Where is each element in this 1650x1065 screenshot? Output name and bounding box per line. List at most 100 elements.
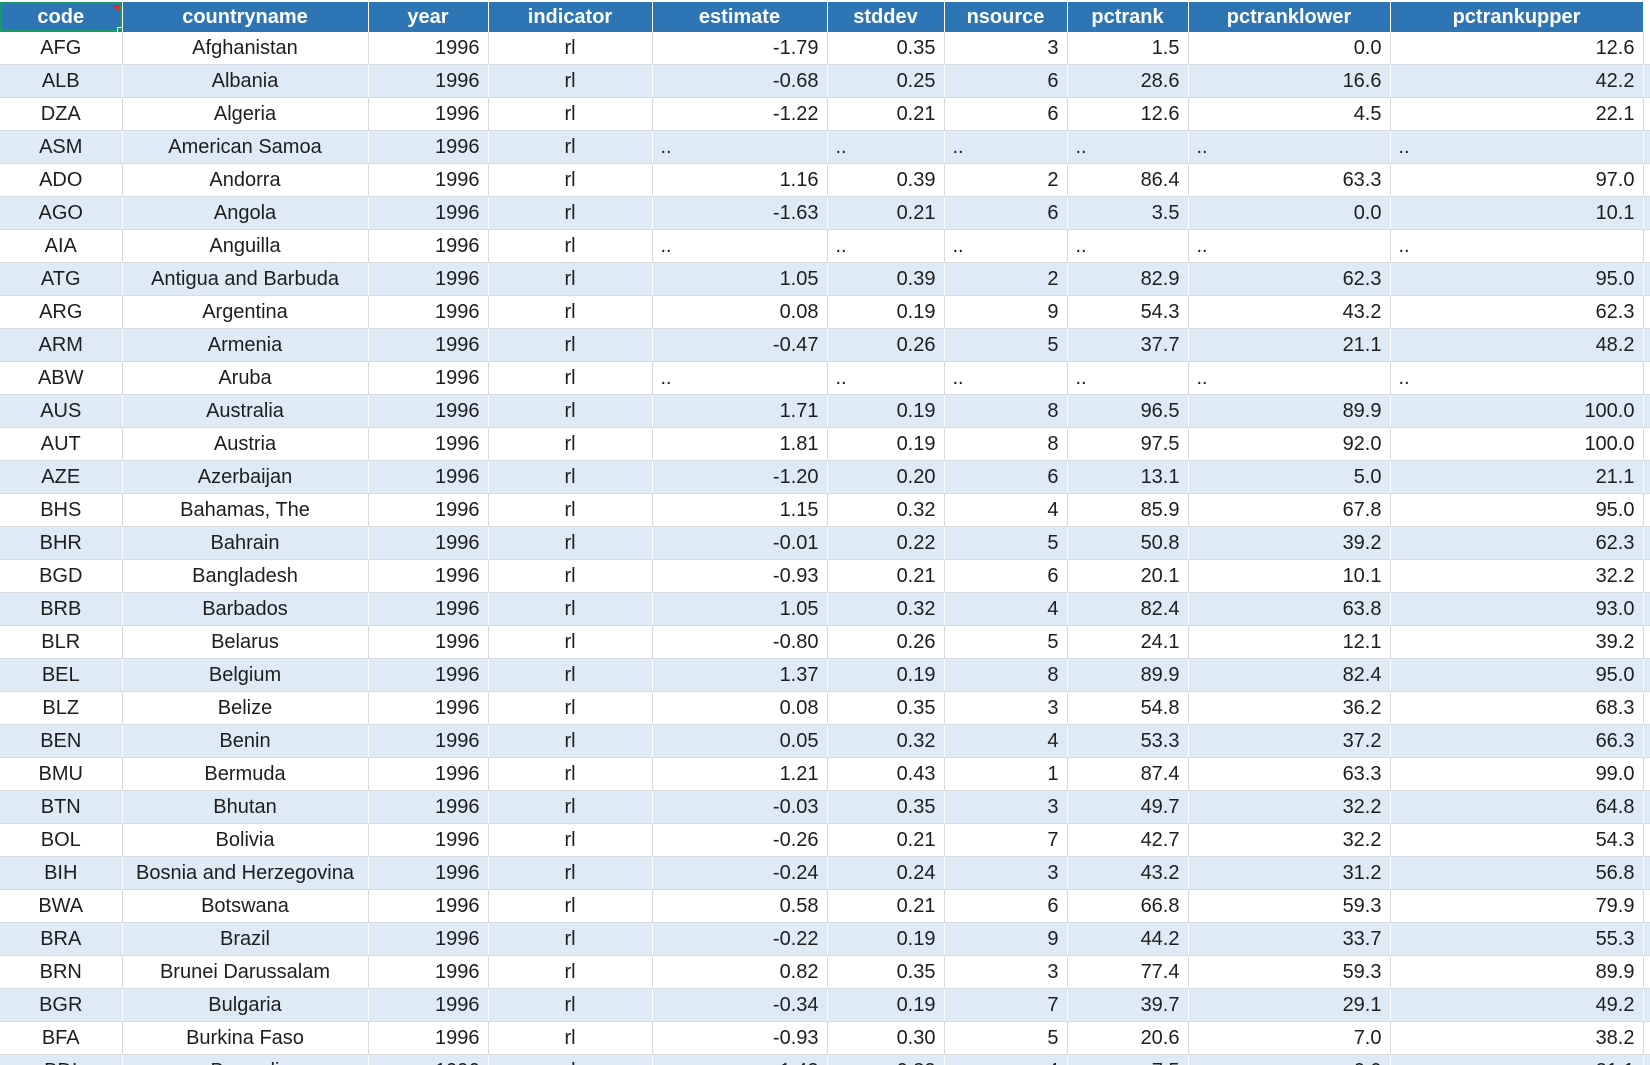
cell[interactable]: -0.26 bbox=[652, 823, 828, 857]
cell[interactable]: 1.81 bbox=[652, 427, 828, 461]
cell[interactable]: 0.32 bbox=[827, 1054, 945, 1065]
cell[interactable]: 10.1 bbox=[1188, 559, 1391, 593]
cell[interactable]: -0.34 bbox=[652, 988, 828, 1022]
cell[interactable]: rl bbox=[488, 625, 653, 659]
cell[interactable]: 0.30 bbox=[827, 1021, 945, 1055]
cell[interactable]: 29.1 bbox=[1188, 988, 1391, 1022]
cell[interactable]: 64.8 bbox=[1390, 790, 1644, 824]
cell[interactable] bbox=[1643, 922, 1650, 956]
cell[interactable]: 1996 bbox=[368, 328, 489, 362]
cell[interactable]: .. bbox=[827, 361, 945, 395]
cell[interactable]: rl bbox=[488, 790, 653, 824]
column-header-nsource[interactable]: nsource bbox=[944, 2, 1068, 32]
cell[interactable]: Andorra bbox=[122, 163, 369, 197]
cell[interactable]: 9 bbox=[944, 295, 1068, 329]
cell[interactable]: 1996 bbox=[368, 625, 489, 659]
cell[interactable]: .. bbox=[1067, 130, 1189, 164]
cell[interactable]: 1996 bbox=[368, 592, 489, 626]
cell[interactable]: 0.32 bbox=[827, 493, 945, 527]
cell[interactable]: 1996 bbox=[368, 526, 489, 560]
cell[interactable]: 1996 bbox=[368, 163, 489, 197]
cell[interactable]: rl bbox=[488, 295, 653, 329]
cell[interactable] bbox=[1643, 1054, 1650, 1065]
cell[interactable]: 0.0 bbox=[1188, 32, 1391, 65]
cell[interactable]: 0.32 bbox=[827, 724, 945, 758]
cell[interactable]: 0.26 bbox=[827, 625, 945, 659]
column-header-stddev[interactable]: stddev bbox=[827, 2, 945, 32]
cell[interactable]: 1996 bbox=[368, 460, 489, 494]
cell[interactable]: 0.58 bbox=[652, 889, 828, 923]
cell[interactable]: 6 bbox=[944, 97, 1068, 131]
cell[interactable]: 1996 bbox=[368, 394, 489, 428]
cell[interactable]: rl bbox=[488, 592, 653, 626]
cell[interactable]: 66.8 bbox=[1067, 889, 1189, 923]
cell[interactable]: 0.82 bbox=[652, 955, 828, 989]
cell[interactable] bbox=[1643, 1021, 1650, 1055]
cell[interactable]: -0.01 bbox=[652, 526, 828, 560]
cell[interactable]: rl bbox=[488, 1054, 653, 1065]
cell[interactable]: rl bbox=[488, 691, 653, 725]
cell[interactable]: rl bbox=[488, 196, 653, 230]
cell[interactable]: 1.05 bbox=[652, 592, 828, 626]
cell[interactable]: -1.79 bbox=[652, 32, 828, 65]
cell[interactable]: 0.20 bbox=[827, 460, 945, 494]
cell[interactable]: BDI bbox=[0, 1054, 123, 1065]
cell[interactable]: 1996 bbox=[368, 559, 489, 593]
cell[interactable]: rl bbox=[488, 658, 653, 692]
cell[interactable]: 6 bbox=[944, 889, 1068, 923]
cell[interactable]: rl bbox=[488, 163, 653, 197]
cell[interactable]: 32.2 bbox=[1390, 559, 1644, 593]
cell[interactable]: rl bbox=[488, 988, 653, 1022]
cell[interactable] bbox=[1643, 427, 1650, 461]
cell[interactable]: 59.3 bbox=[1188, 889, 1391, 923]
cell[interactable]: 0.43 bbox=[827, 757, 945, 791]
cell[interactable]: Aruba bbox=[122, 361, 369, 395]
cell[interactable]: rl bbox=[488, 32, 653, 65]
cell[interactable]: BEN bbox=[0, 724, 123, 758]
cell[interactable]: 82.4 bbox=[1067, 592, 1189, 626]
cell[interactable]: 7.0 bbox=[1188, 1021, 1391, 1055]
cell[interactable]: 1996 bbox=[368, 229, 489, 263]
cell[interactable]: Barbados bbox=[122, 592, 369, 626]
cell[interactable]: Bahamas, The bbox=[122, 493, 369, 527]
cell[interactable]: 1996 bbox=[368, 658, 489, 692]
cell[interactable]: 21.1 bbox=[1390, 1054, 1644, 1065]
cell[interactable]: 0.26 bbox=[827, 328, 945, 362]
cell[interactable]: .. bbox=[652, 130, 828, 164]
cell[interactable]: 33.7 bbox=[1188, 922, 1391, 956]
cell[interactable]: 48.2 bbox=[1390, 328, 1644, 362]
cell[interactable]: 86.4 bbox=[1067, 163, 1189, 197]
cell[interactable]: Burundi bbox=[122, 1054, 369, 1065]
cell[interactable]: 79.9 bbox=[1390, 889, 1644, 923]
cell[interactable]: .. bbox=[1188, 130, 1391, 164]
cell[interactable]: 4 bbox=[944, 592, 1068, 626]
cell[interactable]: 24.1 bbox=[1067, 625, 1189, 659]
cell[interactable]: 1996 bbox=[368, 691, 489, 725]
cell[interactable]: BEL bbox=[0, 658, 123, 692]
cell[interactable] bbox=[1643, 328, 1650, 362]
cell[interactable]: 43.2 bbox=[1067, 856, 1189, 890]
cell[interactable]: rl bbox=[488, 757, 653, 791]
cell[interactable]: 37.2 bbox=[1188, 724, 1391, 758]
cell[interactable]: 28.6 bbox=[1067, 64, 1189, 98]
cell[interactable]: BLR bbox=[0, 625, 123, 659]
cell[interactable]: 1996 bbox=[368, 493, 489, 527]
cell[interactable]: BLZ bbox=[0, 691, 123, 725]
cell[interactable]: 3 bbox=[944, 955, 1068, 989]
column-header-pctranklower[interactable]: pctranklower bbox=[1188, 2, 1391, 32]
cell[interactable]: 0.19 bbox=[827, 295, 945, 329]
cell[interactable] bbox=[1643, 724, 1650, 758]
cell[interactable]: .. bbox=[1067, 229, 1189, 263]
cell[interactable]: 4 bbox=[944, 493, 1068, 527]
cell[interactable]: 36.2 bbox=[1188, 691, 1391, 725]
cell[interactable]: -1.22 bbox=[652, 97, 828, 131]
cell[interactable]: rl bbox=[488, 856, 653, 890]
cell[interactable]: rl bbox=[488, 559, 653, 593]
cell[interactable]: .. bbox=[652, 361, 828, 395]
cell[interactable]: 0.19 bbox=[827, 988, 945, 1022]
cell[interactable]: BMU bbox=[0, 757, 123, 791]
cell[interactable]: 1.5 bbox=[1067, 32, 1189, 65]
cell[interactable]: 0.21 bbox=[827, 559, 945, 593]
cell[interactable]: 67.8 bbox=[1188, 493, 1391, 527]
cell[interactable] bbox=[1643, 625, 1650, 659]
